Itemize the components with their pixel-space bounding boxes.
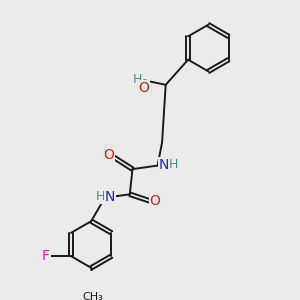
Text: CH₃: CH₃ [82,292,103,300]
Text: F: F [42,249,50,263]
Text: O: O [149,194,161,208]
Text: H: H [95,190,105,203]
Text: H: H [169,158,178,171]
Text: N: N [159,158,169,172]
Text: N: N [105,190,115,204]
Text: O: O [104,148,115,162]
Text: O: O [139,80,150,94]
Text: H: H [132,73,142,86]
